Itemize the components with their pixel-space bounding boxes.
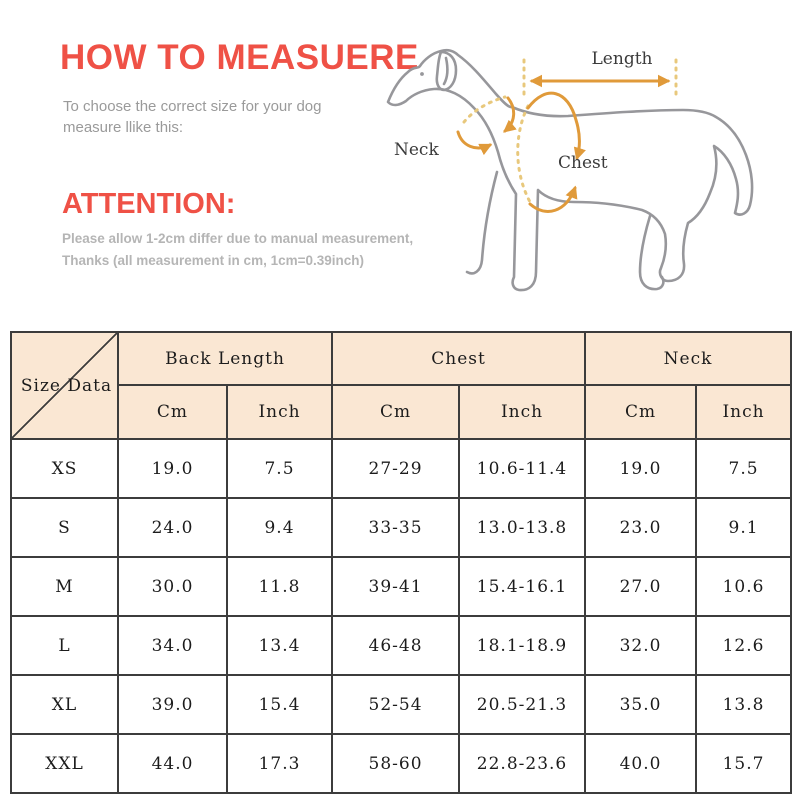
measurement-cell: 35.0	[584, 674, 698, 735]
measurement-cell: 22.8-23.6	[458, 733, 587, 794]
measurement-cell: 15.4-16.1	[458, 556, 587, 617]
measurement-cell: 11.8	[225, 556, 334, 617]
unit-header-chest-cm: Cm	[331, 384, 461, 440]
column-group-chest: Chest	[331, 331, 587, 386]
measurement-cell: 32.0	[584, 615, 698, 676]
table-row: M 30.0 11.8 39-41 15.4-16.1 27.0 10.6	[10, 556, 793, 617]
dashed-measure-guides	[462, 58, 678, 204]
attention-note-line1: Please allow 1-2cm differ due to manual …	[62, 231, 414, 246]
measurement-cell: 30.0	[117, 556, 228, 617]
unit-header-back-length-cm: Cm	[117, 384, 228, 440]
measurement-cell: 18.1-18.9	[458, 615, 587, 676]
unit-header-neck-cm: Cm	[584, 384, 698, 440]
measurement-cell: 33-35	[331, 497, 461, 558]
size-label-cell: XS	[10, 438, 119, 499]
neck-arrow-lower	[456, 130, 493, 156]
measurement-cell: 52-54	[331, 674, 461, 735]
attention-heading: ATTENTION:	[62, 188, 236, 220]
size-table: Size Data Back Length Chest Neck Cm Inch…	[10, 331, 793, 794]
measurement-cell: 24.0	[117, 497, 228, 558]
table-row: XL 39.0 15.4 52-54 20.5-21.3 35.0 13.8	[10, 674, 793, 735]
measurement-cell: 39-41	[331, 556, 461, 617]
size-label-cell: XL	[10, 674, 119, 735]
measurement-cell: 13.8	[695, 674, 793, 735]
measurement-cell: 13.0-13.8	[458, 497, 587, 558]
size-label-cell: M	[10, 556, 119, 617]
measure-instructions: To choose the correct size for your dog …	[63, 96, 321, 138]
measurement-cell: 12.6	[695, 615, 793, 676]
chest-arrow-upper	[526, 91, 586, 161]
size-label-cell: L	[10, 615, 119, 676]
size-data-corner-cell: Size Data	[10, 331, 119, 440]
measurement-cell: 9.4	[225, 497, 334, 558]
measurement-cell: 9.1	[695, 497, 793, 558]
measure-instructions-line2: measure llike this:	[63, 119, 184, 136]
measurement-cell: 19.0	[117, 438, 228, 499]
dog-outline-drawing	[386, 48, 754, 292]
size-label-cell: XXL	[10, 733, 119, 794]
table-group-header-row: Size Data Back Length Chest Neck	[10, 331, 793, 440]
measurement-cell: 10.6-11.4	[458, 438, 587, 499]
measurement-cell: 58-60	[331, 733, 461, 794]
column-group-neck: Neck	[584, 331, 793, 386]
measurement-cell: 20.5-21.3	[458, 674, 587, 735]
table-row: XXL 44.0 17.3 58-60 22.8-23.6 40.0 15.7	[10, 733, 793, 794]
measure-arrows	[456, 74, 671, 213]
neck-label: Neck	[394, 140, 439, 160]
measurement-cell: 23.0	[584, 497, 698, 558]
measurement-cell: 7.5	[695, 438, 793, 499]
measurement-cell: 44.0	[117, 733, 228, 794]
neck-arrow-upper	[503, 96, 517, 133]
chest-label: Chest	[558, 153, 608, 173]
table-row: S 24.0 9.4 33-35 13.0-13.8 23.0 9.1	[10, 497, 793, 558]
neck-dashed-arc	[462, 95, 507, 124]
measurement-cell: 40.0	[584, 733, 698, 794]
chest-arrow-lower	[528, 185, 578, 213]
column-group-back-length: Back Length	[116, 331, 334, 386]
chest-dashed-arc	[516, 104, 532, 204]
length-label: Length	[592, 49, 653, 69]
unit-header-neck-inch: Inch	[695, 384, 793, 440]
measurement-cell: 13.4	[225, 615, 334, 676]
measurement-cell: 27-29	[331, 438, 461, 499]
attention-note-line2: Thanks (all measurement in cm, 1cm=0.39i…	[62, 252, 364, 268]
size-label-cell: S	[10, 497, 119, 558]
table-row: XS 19.0 7.5 27-29 10.6-11.4 19.0 7.5	[10, 438, 793, 499]
unit-header-back-length-inch: Inch	[225, 384, 334, 440]
table-unit-header-row: Cm Inch Cm Inch Cm Inch	[11, 384, 793, 440]
measurement-cell: 17.3	[225, 733, 334, 794]
size-table-body: XS 19.0 7.5 27-29 10.6-11.4 19.0 7.5 S 24.0 9.4 33…	[10, 438, 793, 794]
measurement-cell: 27.0	[584, 556, 698, 617]
measurement-cell: 15.4	[225, 674, 334, 735]
measure-instructions-line1: To choose the correct size for your dog	[63, 98, 322, 115]
measurement-cell: 10.6	[695, 556, 793, 617]
table-row: L 34.0 13.4 46-48 18.1-18.9 32.0 12.6	[10, 615, 793, 676]
measurement-cell: 46-48	[331, 615, 461, 676]
unit-header-chest-inch: Inch	[458, 384, 587, 440]
measurement-cell: 7.5	[225, 438, 334, 499]
dog-measurement-diagram: Length Neck Chest	[386, 48, 754, 292]
attention-note: Please allow 1-2cm differ due to manual …	[62, 228, 413, 271]
measurement-cell: 34.0	[117, 615, 228, 676]
page-title: HOW TO MEASUERE	[60, 38, 419, 77]
measurement-cell: 19.0	[584, 438, 698, 499]
measurement-cell: 15.7	[695, 733, 793, 794]
measurement-cell: 39.0	[117, 674, 228, 735]
